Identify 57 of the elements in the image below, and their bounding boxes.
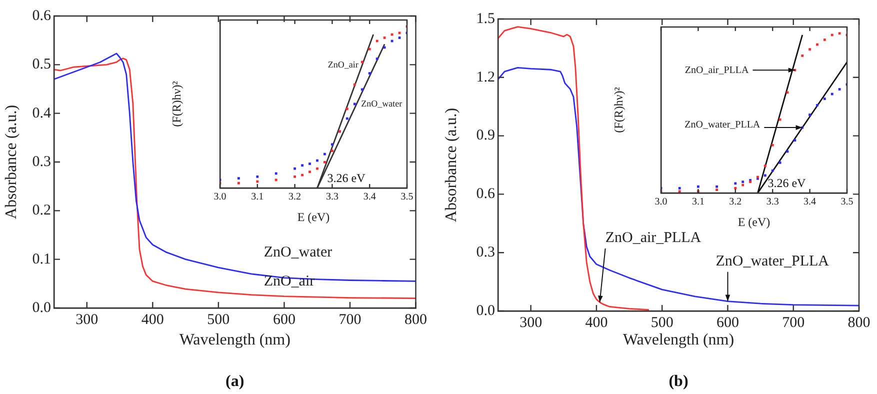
x-axis-title: Wavelength (nm): [179, 332, 290, 349]
y-axis-title: Absorbance (a.u.): [442, 108, 460, 222]
y-tick-label: 0.2: [32, 202, 51, 219]
series-label: ZnO_water: [264, 244, 332, 260]
x-axis-title: E (eV): [297, 210, 330, 224]
x-tick-label: 3.4: [363, 192, 376, 203]
series-label: ZnO_air: [264, 274, 315, 290]
annotation: 3.26 eV: [327, 171, 366, 186]
series-label: ZnO_air_PLLA: [605, 230, 702, 246]
x-tick-label: 3.2: [729, 196, 742, 208]
x-tick-label: 300: [520, 314, 542, 331]
text: (b): [668, 373, 688, 390]
annotation: 3.26 eV: [768, 176, 806, 190]
x-tick-label: 3.1: [251, 192, 264, 203]
series-label: ZnO_air: [328, 60, 358, 70]
x-tick-label: 3.0: [654, 196, 668, 208]
y-tick-label: 0.1: [32, 251, 51, 268]
x-tick-label: 600: [716, 314, 739, 331]
x-tick-label: 3.3: [766, 196, 779, 208]
y-tick-label: 0.0: [32, 300, 51, 316]
x-tick-label: 700: [338, 312, 362, 328]
text: ZnO_water_PLLA: [684, 120, 761, 131]
y-tick-label: 1.2: [476, 69, 495, 86]
y-axis-title: Absorbance (a.u.): [2, 104, 20, 220]
x-tick-label: 800: [848, 314, 870, 331]
x-axis-title: E (eV): [738, 214, 770, 229]
y-tick-label: 1.5: [476, 10, 495, 27]
x-tick-label: 3.2: [288, 192, 302, 203]
series-label: ZnO_water_PLLA: [716, 253, 830, 270]
x-tick-label: 500: [207, 312, 230, 328]
x-tick-label: 500: [650, 314, 674, 331]
y-tick-label: 0.0: [476, 302, 495, 319]
x-axis-title: Wavelength (nm): [622, 332, 734, 349]
x-tick-label: 3.0: [214, 192, 226, 203]
x-tick-label: 3.4: [804, 196, 816, 208]
x-tick-label: 3.3: [326, 192, 338, 203]
y-tick-label: 0.4: [32, 105, 52, 122]
x-tick-label: 300: [76, 312, 98, 328]
y-tick-label: 0.3: [476, 244, 495, 261]
text: ZnO_air_PLLA: [684, 64, 750, 76]
y-tick-label: 0.5: [32, 56, 51, 73]
y-tick-label: 0.3: [32, 154, 51, 170]
y-tick-label: 0.6: [32, 8, 52, 24]
x-tick-label: 600: [272, 312, 296, 328]
y-axis-title: (F(R)hν)²: [611, 86, 626, 133]
y-axis-title: (F(R)hν)²: [169, 80, 184, 127]
text: (a): [226, 373, 244, 390]
x-tick-label: 3.1: [692, 196, 704, 208]
x-tick-label: 800: [404, 312, 427, 328]
x-tick-label: 3.5: [400, 192, 414, 203]
y-tick-label: 0.6: [476, 186, 496, 202]
x-tick-label: 3.5: [840, 196, 854, 208]
x-tick-label: 400: [141, 312, 164, 328]
x-tick-label: 700: [782, 314, 805, 331]
y-tick-label: 0.9: [476, 128, 495, 144]
x-tick-label: 400: [585, 314, 608, 331]
series-label: ZnO_water: [361, 98, 402, 108]
